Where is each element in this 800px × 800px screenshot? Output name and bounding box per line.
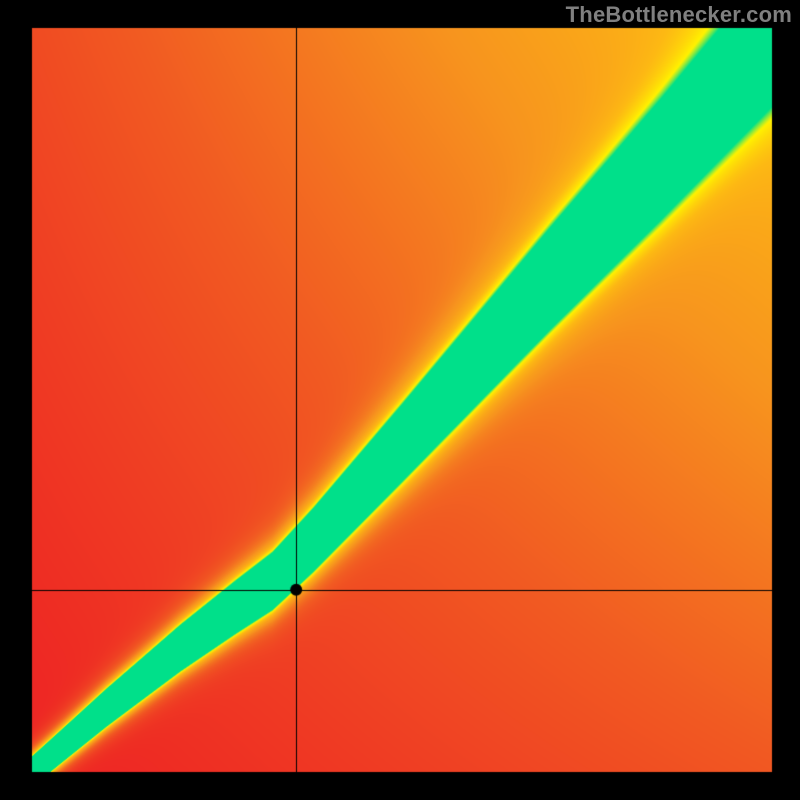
bottleneck-heatmap — [0, 0, 800, 800]
watermark-text: TheBottlenecker.com — [566, 2, 792, 28]
chart-container: TheBottlenecker.com — [0, 0, 800, 800]
